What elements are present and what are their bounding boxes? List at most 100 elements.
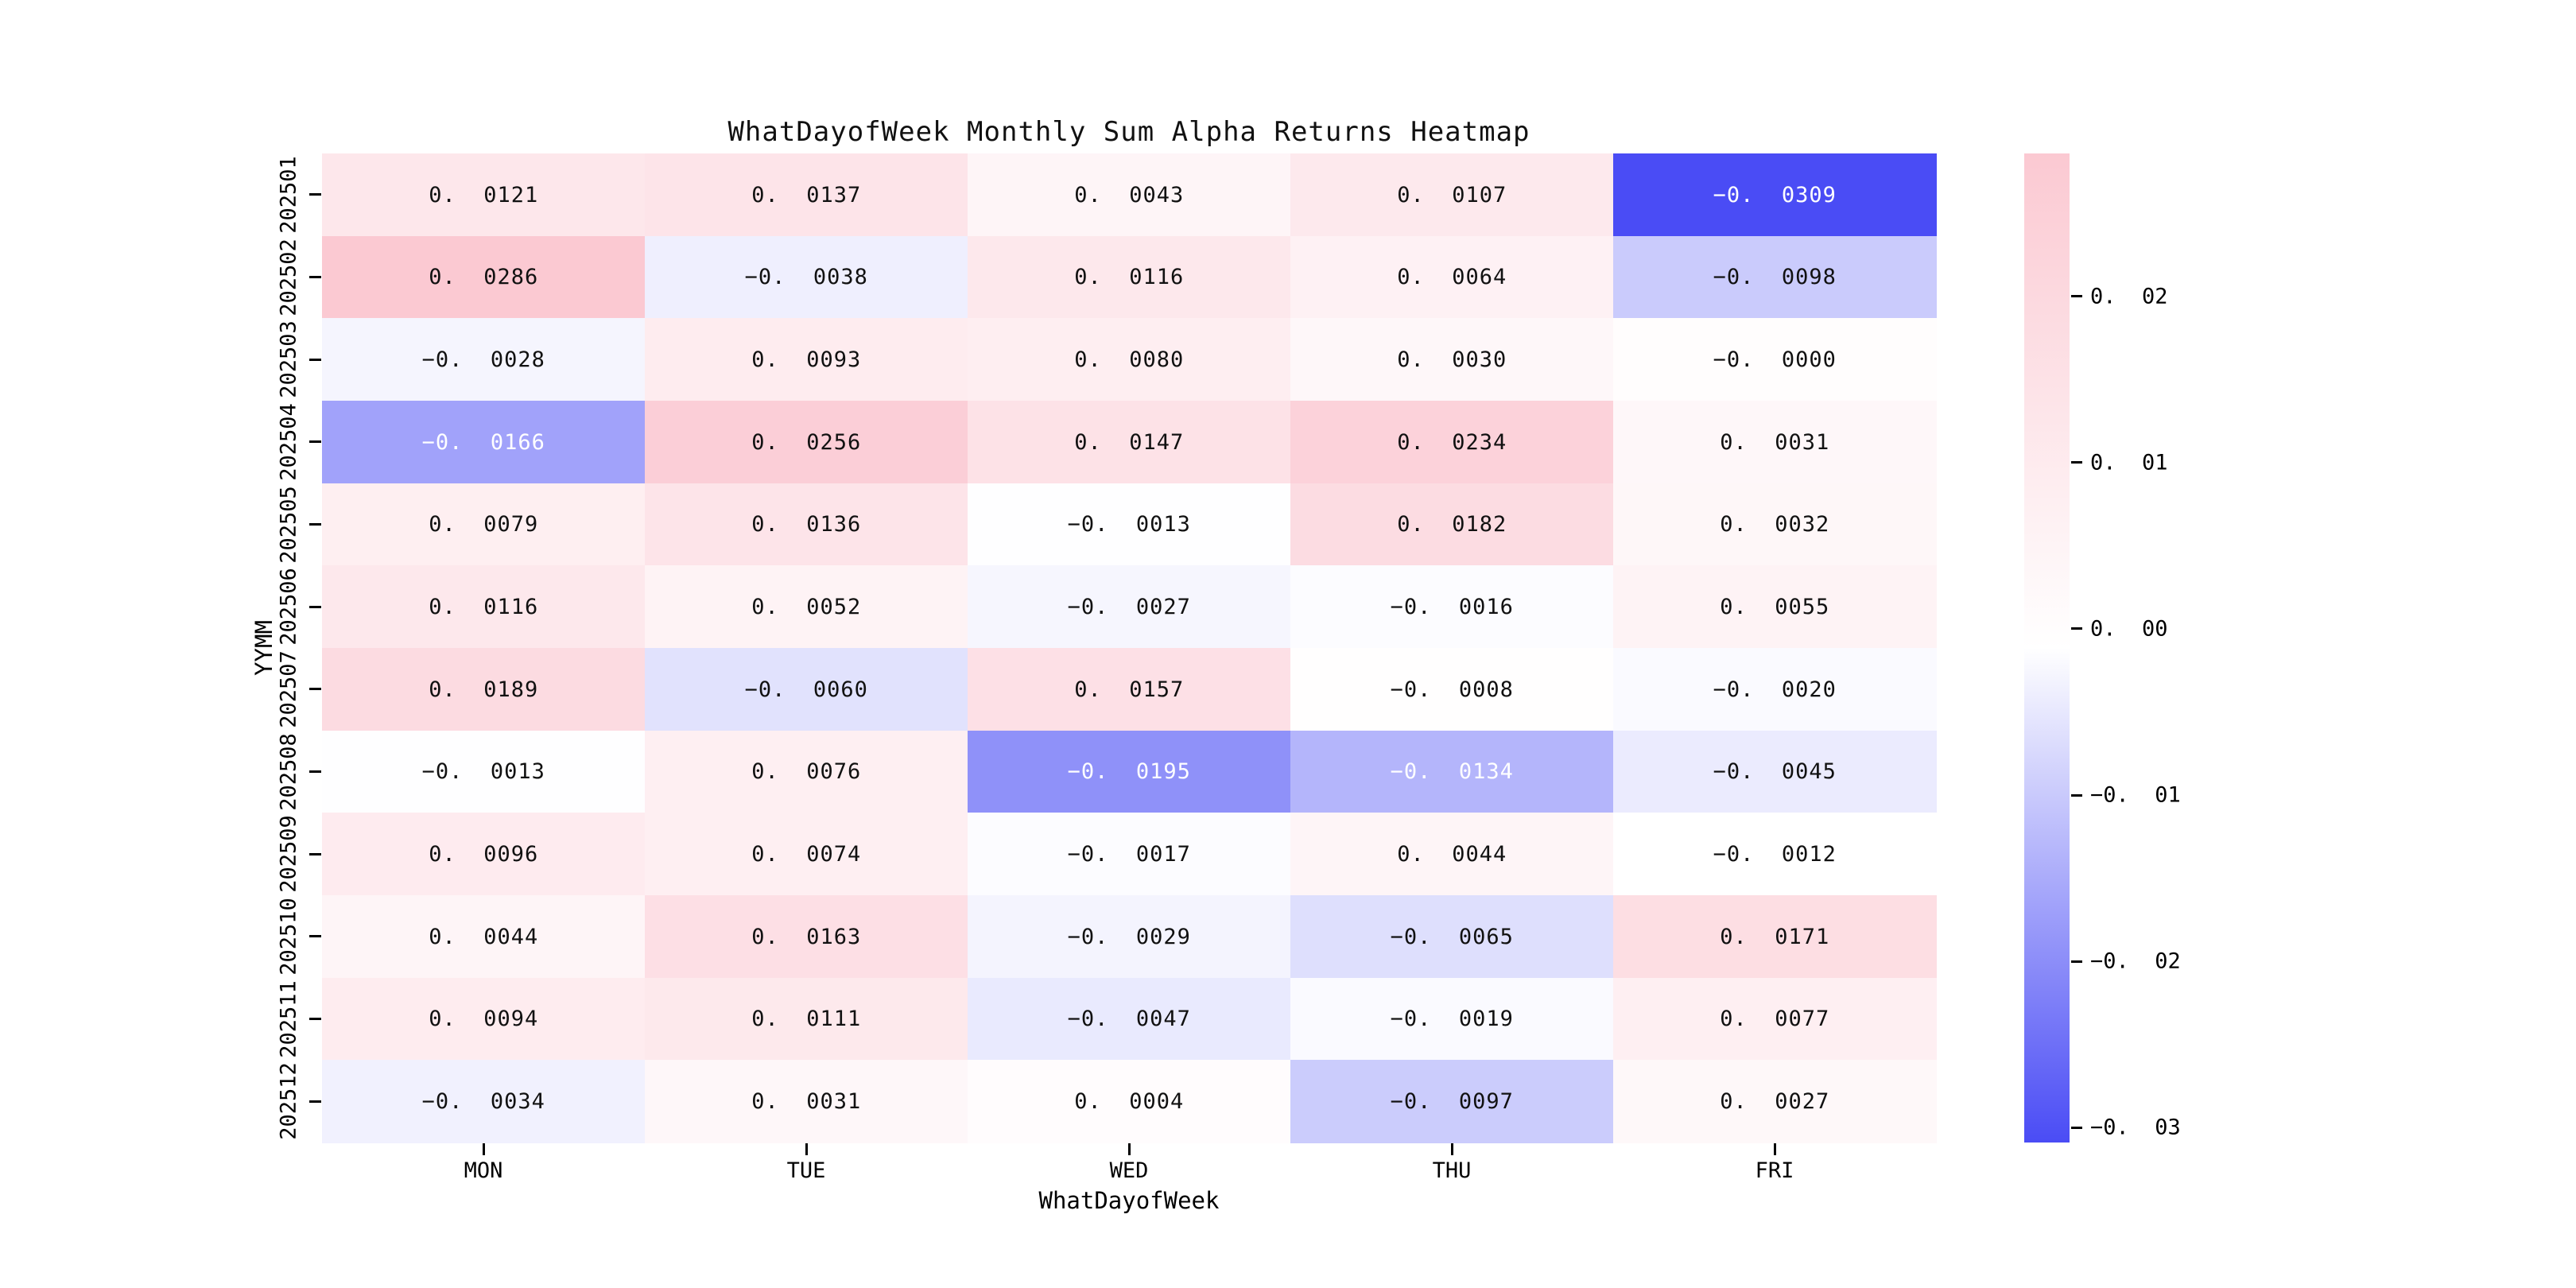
heatmap-cell-202501-FRI: −0. 0309 <box>1613 153 1937 237</box>
heatmap-cell-202512-FRI: 0. 0027 <box>1613 1060 1937 1143</box>
heatmap-plot: 0. 0121 0. 0137 0. 0043 0. 0107 −0. 0309 0. 0… <box>322 153 1937 1143</box>
heatmap-cell-202502-TUE: −0. 0038 <box>645 235 968 319</box>
heatmap-cell-202504-FRI: 0. 0031 <box>1613 401 1937 484</box>
heatmap-cell-202502-MON: 0. 0286 <box>322 235 646 319</box>
x-tick-label-TUE: TUE <box>786 1158 826 1183</box>
y-tick-mark <box>309 935 321 938</box>
x-tick-mark <box>1773 1143 1776 1155</box>
y-tick-mark <box>309 523 321 526</box>
colorbar-tick-mark <box>2071 1126 2082 1129</box>
heatmap-cell-202510-MON: 0. 0044 <box>322 895 646 979</box>
heatmap-cell-202502-THU: 0. 0064 <box>1290 235 1614 319</box>
heatmap-cell-202507-THU: −0. 0008 <box>1290 648 1614 731</box>
y-tick-label-202504: 202504 <box>276 403 301 481</box>
x-tick-label-THU: THU <box>1432 1158 1472 1183</box>
heatmap-cell-202509-TUE: 0. 0074 <box>645 813 968 896</box>
heatmap-cell-202511-WED: −0. 0047 <box>968 977 1291 1061</box>
heatmap-cell-202501-MON: 0. 0121 <box>322 153 646 237</box>
y-axis-label: YYMM <box>250 620 277 676</box>
y-tick-mark <box>309 440 321 444</box>
y-tick-mark <box>309 1018 321 1020</box>
heatmap-cell-202507-MON: 0. 0189 <box>322 648 646 731</box>
chart-title: WhatDayofWeek Monthly Sum Alpha Returns … <box>727 116 1530 148</box>
y-tick-mark <box>309 605 321 608</box>
colorbar-tick-label-0.01: 0. 01 <box>2090 450 2168 475</box>
y-tick-label-202510: 202510 <box>276 898 301 976</box>
heatmap-cell-202503-TUE: 0. 0093 <box>645 318 968 402</box>
colorbar-tick-mark <box>2071 461 2082 464</box>
x-tick-mark <box>482 1143 485 1155</box>
heatmap-cell-202504-THU: 0. 0234 <box>1290 401 1614 484</box>
y-tick-label-202509: 202509 <box>276 815 301 893</box>
heatmap-cell-202512-TUE: 0. 0031 <box>645 1060 968 1143</box>
x-tick-label-MON: MON <box>464 1158 503 1183</box>
heatmap-cell-202504-WED: 0. 0147 <box>968 401 1291 484</box>
heatmap-cell-202509-THU: 0. 0044 <box>1290 813 1614 896</box>
heatmap-cell-202506-TUE: 0. 0052 <box>645 565 968 649</box>
colorbar-tick-label--0.03: −0. 03 <box>2090 1115 2181 1140</box>
heatmap-cell-202508-FRI: −0. 0045 <box>1613 730 1937 813</box>
heatmap-cell-202504-MON: −0. 0166 <box>322 401 646 484</box>
y-tick-mark <box>309 852 321 855</box>
y-tick-label-202505: 202505 <box>276 485 301 564</box>
heatmap-cell-202502-WED: 0. 0116 <box>968 235 1291 319</box>
heatmap-cell-202501-TUE: 0. 0137 <box>645 153 968 237</box>
y-tick-mark <box>309 276 321 278</box>
heatmap-cell-202506-THU: −0. 0016 <box>1290 565 1614 649</box>
colorbar-tick-mark <box>2071 793 2082 797</box>
colorbar-tick-mark <box>2071 295 2082 298</box>
y-tick-label-202512: 202512 <box>276 1062 301 1140</box>
heatmap-cell-202511-TUE: 0. 0111 <box>645 977 968 1061</box>
heatmap-cell-202507-FRI: −0. 0020 <box>1613 648 1937 731</box>
heatmap-cell-202512-MON: −0. 0034 <box>322 1060 646 1143</box>
heatmap-cell-202510-THU: −0. 0065 <box>1290 895 1614 979</box>
heatmap-cell-202512-THU: −0. 0097 <box>1290 1060 1614 1143</box>
heatmap-cell-202507-WED: 0. 0157 <box>968 648 1291 731</box>
x-tick-mark <box>805 1143 808 1155</box>
heatmap-cell-202505-MON: 0. 0079 <box>322 483 646 566</box>
heatmap-cell-202506-MON: 0. 0116 <box>322 565 646 649</box>
x-tick-label-WED: WED <box>1109 1158 1149 1183</box>
heatmap-cell-202502-FRI: −0. 0098 <box>1613 235 1937 319</box>
heatmap-cell-202508-THU: −0. 0134 <box>1290 730 1614 813</box>
x-tick-label-FRI: FRI <box>1755 1158 1794 1183</box>
heatmap-cell-202509-WED: −0. 0017 <box>968 813 1291 896</box>
y-tick-label-202508: 202508 <box>276 732 301 811</box>
heatmap-cell-202505-WED: −0. 0013 <box>968 483 1291 566</box>
heatmap-cell-202511-FRI: 0. 0077 <box>1613 977 1937 1061</box>
heatmap-cell-202510-FRI: 0. 0171 <box>1613 895 1937 979</box>
y-tick-label-202502: 202502 <box>276 238 301 316</box>
heatmap-cell-202503-THU: 0. 0030 <box>1290 318 1614 402</box>
heatmap-cell-202506-FRI: 0. 0055 <box>1613 565 1937 649</box>
colorbar-tick-label-0.00: 0. 00 <box>2090 616 2168 642</box>
y-tick-label-202507: 202507 <box>276 650 301 728</box>
y-tick-mark <box>309 193 321 196</box>
heatmap-cell-202508-TUE: 0. 0076 <box>645 730 968 813</box>
heatmap-cell-202505-THU: 0. 0182 <box>1290 483 1614 566</box>
heatmap-cell-202505-FRI: 0. 0032 <box>1613 483 1937 566</box>
colorbar-tick-mark <box>2071 627 2082 630</box>
heatmap-cell-202510-WED: −0. 0029 <box>968 895 1291 979</box>
heatmap-cell-202504-TUE: 0. 0256 <box>645 401 968 484</box>
heatmap-cell-202503-MON: −0. 0028 <box>322 318 646 402</box>
colorbar-tick-label--0.01: −0. 01 <box>2090 782 2181 808</box>
heatmap-cell-202506-WED: −0. 0027 <box>968 565 1291 649</box>
y-tick-label-202511: 202511 <box>276 980 301 1058</box>
heatmap-cell-202509-MON: 0. 0096 <box>322 813 646 896</box>
heatmap-cell-202507-TUE: −0. 0060 <box>645 648 968 731</box>
y-tick-label-202501: 202501 <box>276 156 301 234</box>
y-tick-label-202503: 202503 <box>276 320 301 398</box>
heatmap-cell-202503-WED: 0. 0080 <box>968 318 1291 402</box>
heatmap-cell-202509-FRI: −0. 0012 <box>1613 813 1937 896</box>
colorbar <box>2024 153 2070 1143</box>
heatmap-cell-202510-TUE: 0. 0163 <box>645 895 968 979</box>
y-tick-mark <box>309 1100 321 1103</box>
colorbar-tick-mark <box>2071 960 2082 963</box>
heatmap-cell-202511-MON: 0. 0094 <box>322 977 646 1061</box>
heatmap-cell-202508-MON: −0. 0013 <box>322 730 646 813</box>
y-tick-label-202506: 202506 <box>276 568 301 646</box>
y-tick-mark <box>309 688 321 691</box>
y-tick-mark <box>309 770 321 773</box>
heatmap-cell-202508-WED: −0. 0195 <box>968 730 1291 813</box>
